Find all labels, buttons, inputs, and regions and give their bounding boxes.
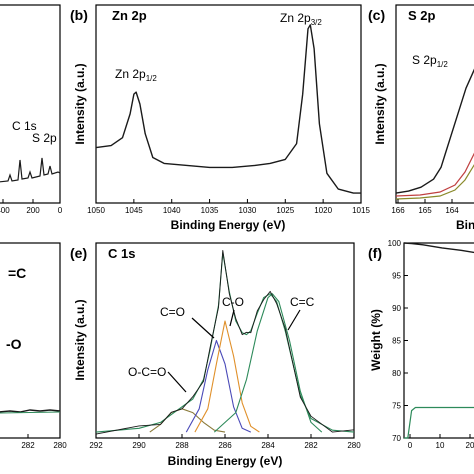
panel-e-annotation-c-o: C-O [222, 295, 244, 309]
panel-c-title: S 2p [408, 8, 436, 23]
panel-c-tick-label: 166 [391, 206, 405, 215]
panel-e-tick-label: 290 [132, 441, 146, 450]
panel-f-ytick-label: 85 [392, 337, 401, 346]
panel-e-peak-oco [149, 408, 226, 433]
panel-f-ytick-label: 80 [392, 369, 401, 378]
panel-a-spectrum [0, 157, 61, 183]
panel-b-tick-label: 1015 [352, 206, 370, 215]
panel-f-ytick-label: 95 [392, 272, 401, 281]
panel-a-annotation-c1s: C 1s [12, 119, 37, 133]
panel-d-tick-label: 282 [21, 441, 35, 450]
panel-f-ytick-label: 75 [392, 402, 401, 411]
panel-b-tick-label: 1050 [87, 206, 105, 215]
panel-b-tick-label: 1025 [276, 206, 294, 215]
panel-a-tick-label: 400 [0, 206, 10, 215]
panel-d-spectrum [0, 409, 61, 413]
panel-e-spectrum [95, 249, 355, 435]
panel-e-annotation-cc: C=C [290, 295, 315, 309]
panel-c-tick-label: 165 [418, 206, 432, 215]
panel-e-arrow-c-o [229, 309, 235, 327]
panel-b-annotation-zn2p12: Zn 2p1/2 [115, 67, 157, 83]
panel-d-frame [0, 242, 61, 439]
panel-d-annotation-cc: =C [8, 265, 26, 281]
panel-e-frame [95, 242, 355, 439]
panel-e-letter: (e) [70, 245, 87, 261]
panel-b-letter: (b) [70, 7, 88, 23]
panel-c-fit-olive [395, 164, 474, 200]
panel-f-ytick-label: 90 [392, 304, 401, 313]
panel-a-annotation-s2p: S 2p [32, 131, 57, 145]
panel-e-tick-label: 282 [304, 441, 318, 450]
panel-c-fit-red [395, 152, 474, 197]
panel-c-letter: (c) [368, 7, 385, 23]
panel-b-tick-label: 1045 [125, 206, 143, 215]
panel-f-letter: (f) [368, 245, 382, 261]
panel-e-tick-label: 284 [261, 441, 275, 450]
panel-f-ytick-label: 100 [388, 239, 402, 248]
panel-d-tick-label: 280 [53, 441, 67, 450]
panel-b-tick-label: 1020 [314, 206, 332, 215]
panel-e-xlabel: Binding Energy (eV) [168, 454, 283, 468]
panel-c-tick-label: 164 [445, 206, 459, 215]
panel-c-frame [395, 4, 474, 204]
panel-c-ylabel: Intensity (a.u.) [373, 63, 387, 144]
panel-c-xlabel: Bin [456, 218, 474, 232]
panel-b-annotation-zn2p32: Zn 2p3/2 [280, 11, 322, 27]
panel-e-annotation-oco: O-C=O [128, 365, 166, 379]
panel-e-tick-label: 288 [175, 441, 189, 450]
panel-e-tick-label: 286 [218, 441, 232, 450]
panel-f-xtick-label: 0 [408, 441, 413, 450]
panel-b-ylabel: Intensity (a.u.) [73, 63, 87, 144]
panel-d-fit [0, 411, 61, 414]
panel-e-annotation-c-eq-o: C=O [160, 305, 185, 319]
panel-c-annotation-s2p12: S 2p1/2 [412, 53, 448, 69]
panel-b-title: Zn 2p [112, 8, 147, 23]
panel-a-frame [0, 4, 61, 204]
panel-b-frame [95, 4, 362, 204]
panel-b-tick-label: 1030 [239, 206, 257, 215]
panel-e-arrow-cc [287, 309, 301, 331]
panel-f-ytick-label: 70 [392, 434, 401, 443]
panel-b-xlabel: Binding Energy (eV) [171, 218, 286, 232]
panel-e-title: C 1s [108, 246, 135, 261]
panel-f-ylabel: Weight (%) [369, 309, 383, 371]
panel-b-tick-label: 1035 [201, 206, 219, 215]
panel-c-spectrum [395, 68, 474, 194]
panel-e-peak-co-orange [194, 320, 260, 433]
panel-e-tick-label: 280 [347, 441, 361, 450]
panel-f-weight-curve [403, 242, 474, 254]
panel-a-tick-label: 0 [58, 206, 63, 215]
panel-b-tick-label: 1040 [163, 206, 181, 215]
panel-a-tick-label: 200 [26, 206, 40, 215]
panel-e-peak-co-blue [185, 339, 252, 433]
panel-e-envelope [95, 252, 355, 433]
panel-f-xtick-label: 20 [466, 441, 474, 450]
panel-e-ylabel: Intensity (a.u.) [73, 299, 87, 380]
panel-e-tick-label: 292 [89, 441, 103, 450]
panel-f-dtg-curve [404, 406, 474, 439]
panel-e-arrow-oco [167, 371, 187, 393]
panel-b-spectrum [95, 24, 361, 194]
panel-e-peak-cc [213, 293, 323, 433]
panel-f-xtick-label: 10 [436, 441, 445, 450]
panel-e-arrow-c-eq-o [191, 317, 215, 339]
panel-d-annotation-co: -O [6, 336, 22, 352]
